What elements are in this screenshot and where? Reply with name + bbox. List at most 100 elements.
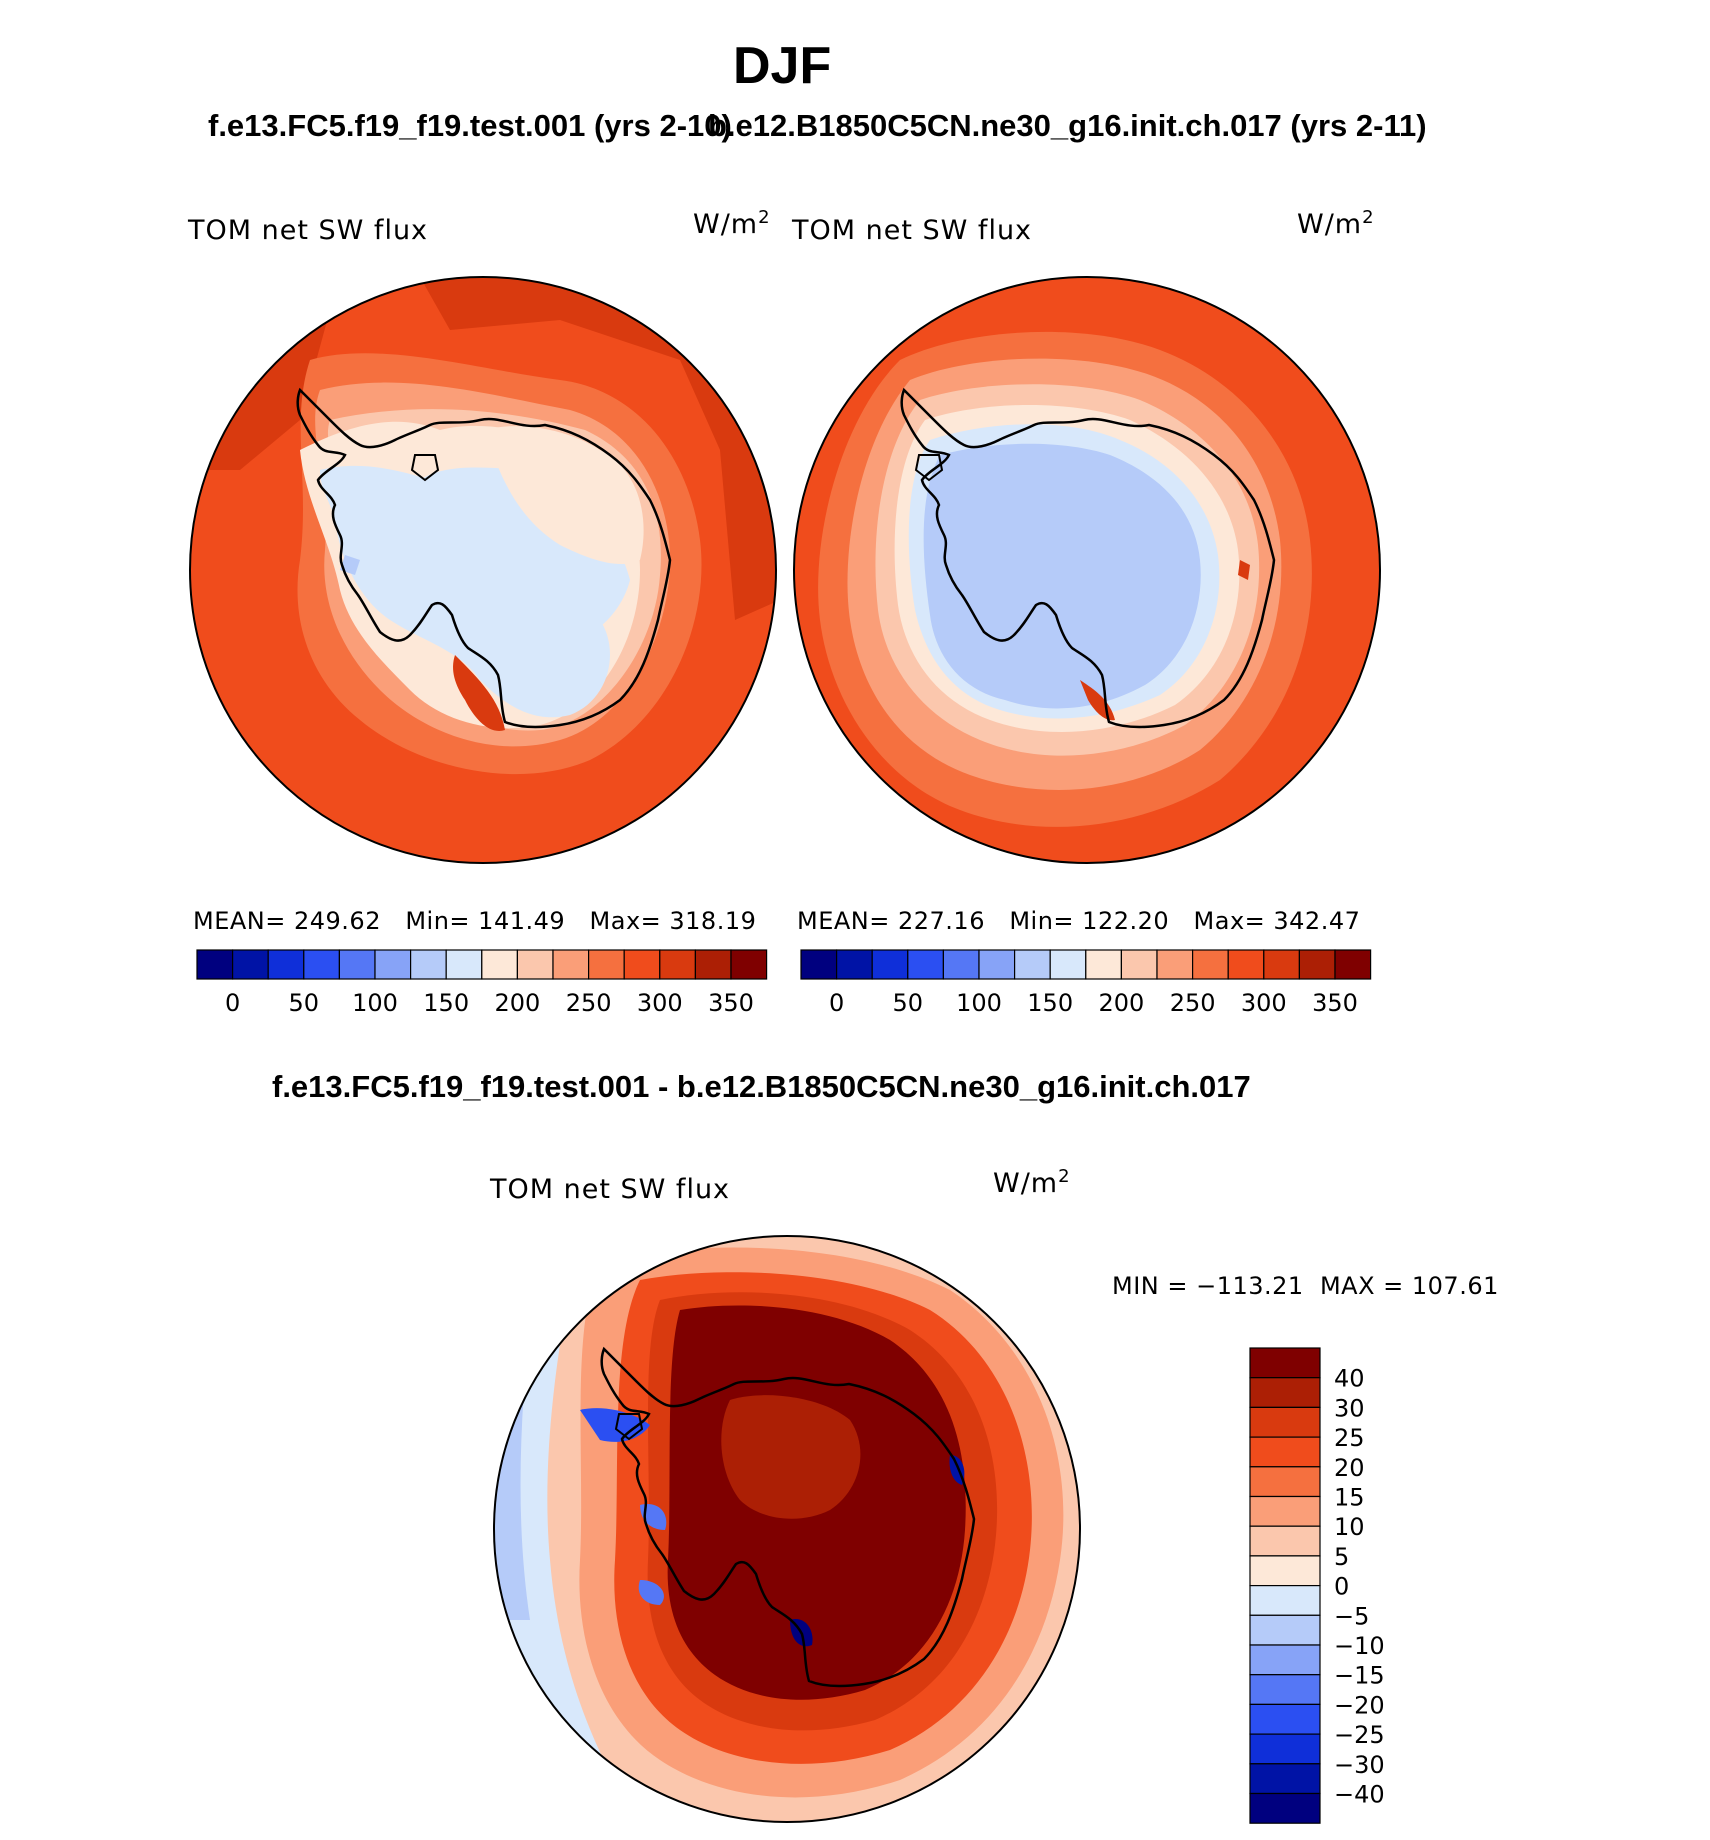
colorbar-swatch	[374, 949, 412, 980]
colorbar-tick-label: −25	[1334, 1721, 1385, 1749]
colorbar-swatch	[410, 949, 447, 980]
left-polar-map	[189, 276, 777, 864]
negative-diff-spot	[638, 1580, 664, 1605]
right-units-label: W/m2	[1297, 207, 1375, 240]
colorbar-tick-label: 150	[1027, 989, 1073, 1017]
right-variable-label: TOM net SW flux	[792, 215, 1033, 246]
units-text: W/m	[993, 1168, 1059, 1199]
colorbar-swatch	[942, 949, 980, 980]
ross-sea-anomaly	[453, 655, 505, 731]
left-units-label: W/m2	[693, 207, 771, 240]
colorbar-swatch	[623, 949, 661, 980]
colorbar-swatch	[1249, 1703, 1321, 1735]
colorbar-tick-label: −10	[1334, 1632, 1385, 1660]
left-variable-label: TOM net SW flux	[188, 215, 429, 246]
east-coast-band	[485, 426, 644, 565]
antarctica-coastline	[600, 1346, 976, 1688]
left-model-subtitle: f.e13.FC5.f19_f19.test.001 (yrs 2-10)	[208, 108, 732, 143]
map-border	[189, 276, 777, 864]
colorbar-tick-label: 350	[708, 989, 754, 1017]
colorbar-swatch	[1249, 1406, 1321, 1438]
ice-sheet-region	[923, 443, 1201, 709]
colorbar-swatch	[267, 949, 305, 980]
colorbar-swatch	[871, 949, 909, 980]
diff-stats: MIN = −113.21 MAX = 107.61	[1112, 1272, 1499, 1300]
right-stats: MEAN= 227.16 Min= 122.20 Max= 342.47	[797, 907, 1361, 935]
right-polar-map	[793, 276, 1381, 864]
colorbar-tick-label: −5	[1334, 1602, 1369, 1630]
colorbar-tick-label: 200	[1098, 989, 1144, 1017]
figure-title: DJF	[733, 37, 832, 95]
colorbar-swatch	[445, 949, 483, 980]
colorbar-swatch	[1263, 949, 1301, 980]
colorbar-swatch	[1249, 1674, 1321, 1705]
colorbar-swatch	[303, 949, 340, 980]
colorbar-swatch	[1249, 1436, 1321, 1468]
map-border	[793, 276, 1381, 864]
colorbar-tick-label: −15	[1334, 1662, 1385, 1690]
colorbar-swatch	[1249, 1792, 1321, 1824]
colorbar-swatch	[1227, 949, 1265, 980]
right-colorbar: 0 50 100 150 200 250 300 350	[800, 949, 1372, 1017]
colorbar-swatch	[232, 949, 269, 980]
colorbar-swatch	[1249, 1584, 1321, 1616]
diff-units-label: W/m2	[993, 1166, 1071, 1199]
colorbar-swatch	[481, 949, 518, 980]
plateau-diff-area	[721, 1395, 861, 1519]
colorbar-swatch	[694, 949, 732, 980]
colorbar-swatch	[1334, 949, 1372, 980]
colorbar-tick-label: −30	[1334, 1751, 1385, 1779]
colorbar-swatch	[1249, 1347, 1321, 1379]
colorbar-swatch	[1249, 1644, 1321, 1676]
units-exponent: 2	[758, 207, 771, 228]
map-border	[493, 1235, 1081, 1823]
coastline-detail	[614, 1413, 644, 1441]
colorbar-tick-label: 0	[225, 989, 240, 1017]
colorbar-swatch	[1249, 1495, 1321, 1527]
colorbar-tick-label: 250	[566, 989, 612, 1017]
colorbar-tick-label: 350	[1312, 989, 1358, 1017]
colorbar-swatch	[1298, 949, 1336, 980]
colorbar-swatch	[1120, 949, 1158, 980]
colorbar-swatch	[1156, 949, 1194, 980]
left-colorbar: 0 50 100 150 200 250 300 350	[196, 949, 768, 1017]
units-text: W/m	[693, 209, 759, 240]
colorbar-tick-label: 40	[1334, 1365, 1365, 1393]
colorbar-tick-label: 50	[893, 989, 924, 1017]
units-exponent: 2	[1362, 207, 1375, 228]
colorbar-tick-label: 300	[637, 989, 683, 1017]
colorbar-tick-label: 25	[1334, 1424, 1365, 1452]
colorbar-swatch	[800, 949, 838, 980]
diff-variable-label: TOM net SW flux	[490, 1174, 731, 1205]
colorbar-swatch	[516, 949, 554, 980]
colorbar-swatch	[1249, 1466, 1321, 1498]
colorbar-tick-label: −40	[1334, 1781, 1385, 1809]
colorbar-swatch	[1191, 949, 1229, 980]
colorbar-tick-label: 30	[1334, 1394, 1365, 1422]
colorbar-swatch	[1085, 949, 1123, 980]
colorbar-swatch	[835, 949, 873, 980]
antarctica-coastline	[296, 387, 672, 729]
antarctica-coastline	[900, 387, 1276, 729]
colorbar-swatch	[978, 949, 1016, 980]
colorbar-tick-label: 20	[1334, 1454, 1365, 1482]
colorbar-tick-label: 50	[289, 989, 320, 1017]
colorbar-swatch	[1013, 949, 1051, 980]
colorbar-tick-label: 0	[1334, 1573, 1349, 1601]
colorbar-swatch	[1249, 1525, 1321, 1557]
colorbar-tick-label: 250	[1170, 989, 1216, 1017]
negative-diff-spot	[580, 1408, 650, 1442]
colorbar-swatch	[587, 949, 625, 980]
units-text: W/m	[1297, 209, 1363, 240]
colorbar-tick-label: 100	[352, 989, 398, 1017]
colorbar-swatch	[1249, 1733, 1321, 1765]
coastline-detail	[410, 454, 440, 482]
colorbar-tick-label: −20	[1334, 1691, 1385, 1719]
negative-diff-spot	[640, 1504, 667, 1530]
colorbar-swatch	[1249, 1614, 1321, 1646]
coastline-detail	[914, 454, 944, 482]
colorbar-tick-label: 150	[423, 989, 469, 1017]
difference-polar-map	[493, 1235, 1081, 1823]
